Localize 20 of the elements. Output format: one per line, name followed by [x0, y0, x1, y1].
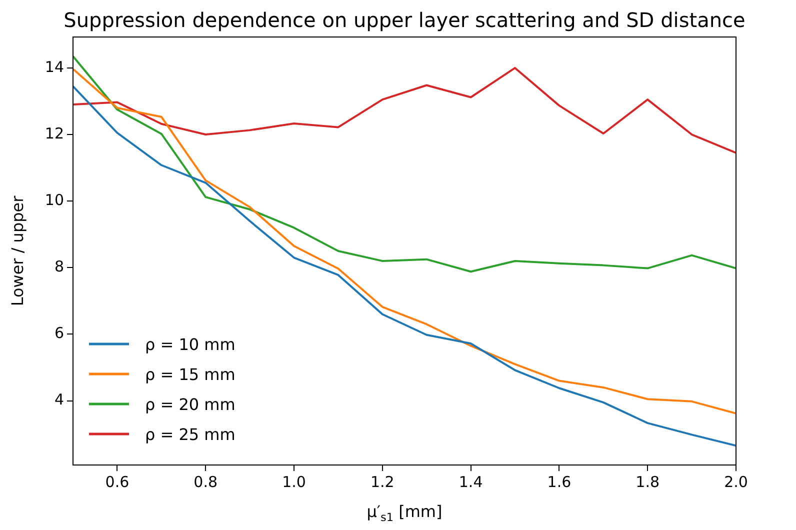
y-axis-title: Lower / upper [8, 195, 27, 306]
x-tick-label: 2.0 [724, 472, 748, 491]
x-tick-label: 1.6 [547, 472, 572, 491]
legend-label: ρ = 15 mm [145, 365, 236, 384]
legend-label: ρ = 20 mm [145, 395, 236, 414]
x-tick-label: 0.6 [105, 472, 130, 491]
x-tick-label: 1.8 [636, 472, 660, 491]
y-tick-label: 4 [54, 390, 64, 409]
y-tick-label: 6 [54, 324, 64, 342]
legend-label: ρ = 10 mm [145, 335, 236, 354]
y-tick-label: 10 [44, 190, 64, 209]
y-tick-label: 12 [44, 124, 64, 142]
y-tick-label: 8 [54, 258, 64, 276]
x-tick-label: 1.0 [282, 472, 306, 491]
x-tick-label: 1.4 [458, 472, 483, 491]
x-tick-label: 0.8 [194, 472, 218, 491]
y-tick-label: 14 [44, 58, 64, 76]
chart-title: Suppression dependence on upper layer scattering and SD distance [64, 8, 746, 32]
legend-label: ρ = 25 mm [145, 425, 236, 444]
x-tick-label: 1.2 [370, 472, 394, 491]
